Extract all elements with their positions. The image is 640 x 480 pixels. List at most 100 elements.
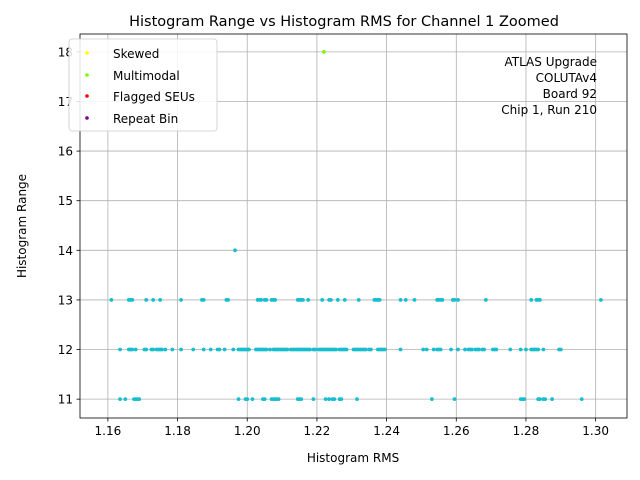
data-point bbox=[137, 397, 142, 402]
data-point bbox=[201, 298, 206, 302]
data-point bbox=[558, 347, 563, 352]
data-point bbox=[541, 347, 546, 352]
data-point bbox=[537, 397, 542, 402]
y-tick-label: 11 bbox=[58, 393, 73, 407]
data-point bbox=[579, 397, 584, 402]
x-axis-title: Histogram RMS bbox=[307, 451, 399, 465]
data-point bbox=[518, 347, 523, 352]
legend-marker-skewed bbox=[85, 51, 89, 55]
data-point bbox=[543, 397, 548, 402]
x-tick-label: 1.30 bbox=[582, 424, 609, 438]
data-point bbox=[321, 49, 326, 54]
data-point bbox=[276, 397, 281, 402]
data-point bbox=[412, 298, 417, 302]
data-point bbox=[598, 298, 603, 302]
data-point bbox=[133, 347, 138, 352]
data-point bbox=[158, 298, 163, 302]
data-point bbox=[369, 347, 373, 352]
data-point bbox=[179, 347, 183, 352]
data-point bbox=[262, 397, 267, 402]
data-point bbox=[320, 298, 325, 302]
data-point bbox=[477, 347, 481, 352]
data-point bbox=[130, 298, 135, 302]
data-point bbox=[529, 298, 534, 302]
data-point bbox=[222, 347, 227, 352]
data-point bbox=[285, 347, 290, 352]
y-tick-label: 13 bbox=[58, 293, 73, 307]
x-tick-label: 1.28 bbox=[513, 424, 540, 438]
data-point bbox=[431, 347, 436, 352]
data-point bbox=[377, 298, 382, 302]
data-point bbox=[334, 347, 338, 352]
data-point bbox=[144, 298, 149, 302]
data-point bbox=[231, 347, 236, 352]
x-tick-label: 1.18 bbox=[164, 424, 191, 438]
data-point bbox=[245, 397, 250, 402]
data-point bbox=[144, 347, 149, 352]
data-point bbox=[267, 347, 272, 352]
data-point bbox=[308, 347, 312, 352]
data-point bbox=[247, 347, 251, 352]
legend: Skewed Multimodal Flagged SEUs Repeat Bi… bbox=[68, 38, 218, 132]
y-tick-label: 15 bbox=[58, 194, 73, 208]
data-point bbox=[191, 347, 196, 352]
data-point bbox=[356, 298, 361, 302]
data-point bbox=[342, 298, 347, 302]
annotation-line-1: ATLAS Upgrade bbox=[504, 55, 597, 69]
chart-title: Histogram Range vs Histogram RMS for Cha… bbox=[129, 14, 559, 30]
data-point bbox=[170, 347, 175, 352]
data-point bbox=[508, 347, 513, 352]
data-point bbox=[233, 248, 237, 253]
annotation-line-2: COLUTAv4 bbox=[536, 71, 597, 85]
legend-box bbox=[68, 38, 218, 132]
data-point bbox=[463, 347, 467, 352]
data-point bbox=[208, 347, 213, 352]
data-point bbox=[201, 347, 206, 352]
data-point bbox=[151, 347, 156, 352]
plot-frame bbox=[79, 33, 628, 419]
data-point bbox=[524, 347, 528, 352]
x-tick-label: 1.26 bbox=[443, 424, 470, 438]
data-point bbox=[452, 298, 457, 302]
data-point bbox=[264, 347, 269, 352]
data-point bbox=[236, 397, 241, 402]
y-axis-title: Histogram Range bbox=[15, 174, 29, 278]
data-point bbox=[482, 347, 487, 352]
data-point bbox=[339, 397, 344, 402]
data-point bbox=[313, 347, 318, 352]
data-point bbox=[550, 397, 554, 402]
data-point bbox=[363, 347, 368, 352]
data-point bbox=[327, 397, 332, 402]
data-point bbox=[335, 298, 340, 302]
data-point bbox=[226, 298, 230, 302]
data-point bbox=[306, 298, 311, 302]
x-tick-label: 1.20 bbox=[234, 424, 261, 438]
data-point bbox=[429, 397, 434, 402]
annotation-line-3: Board 92 bbox=[539, 87, 597, 101]
data-point bbox=[217, 347, 222, 352]
data-point bbox=[118, 347, 122, 352]
x-tick-label: 1.22 bbox=[304, 424, 331, 438]
y-tick-label: 16 bbox=[58, 145, 73, 159]
data-point bbox=[250, 397, 255, 402]
legend-marker-repeat-bin bbox=[85, 116, 89, 120]
data-point bbox=[179, 298, 183, 302]
y-tick-label: 14 bbox=[58, 244, 73, 258]
data-point bbox=[328, 298, 333, 302]
data-point bbox=[470, 347, 474, 352]
data-point bbox=[301, 298, 305, 302]
data-point bbox=[123, 397, 128, 402]
data-point bbox=[264, 298, 269, 302]
data-point bbox=[537, 298, 542, 302]
x-tick-label: 1.24 bbox=[373, 424, 400, 438]
axis-ticks: 1.16 1.18 1.20 1.22 1.24 1.26 1.28 1.30 11 12 13 14… bbox=[58, 45, 609, 438]
data-point bbox=[118, 397, 122, 402]
data-point bbox=[332, 397, 337, 402]
data-point bbox=[382, 347, 387, 352]
data-point bbox=[403, 298, 408, 302]
legend-label-multimodal: Multimodal bbox=[113, 69, 180, 83]
data-point bbox=[323, 397, 328, 402]
data-point bbox=[398, 347, 403, 352]
data-point bbox=[449, 347, 453, 352]
data-point bbox=[109, 298, 114, 302]
